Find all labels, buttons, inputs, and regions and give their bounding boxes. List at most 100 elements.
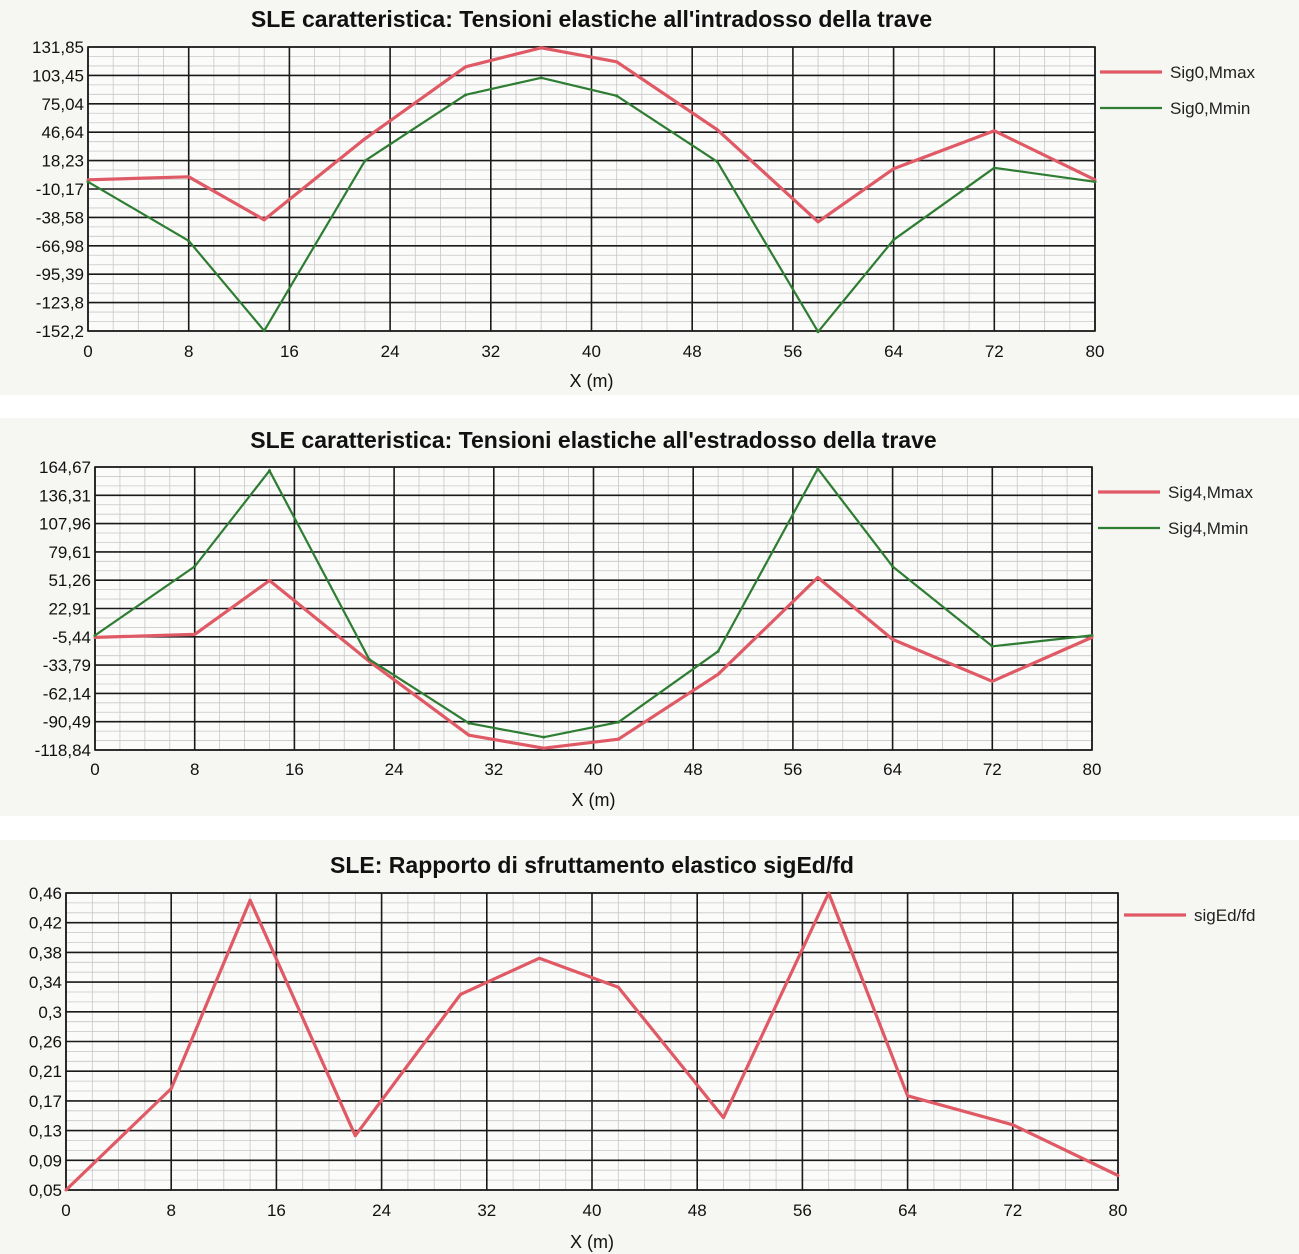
data-point	[615, 94, 619, 98]
data-point	[542, 746, 546, 750]
data-point	[816, 220, 820, 224]
data-point	[267, 578, 271, 582]
y-tick-label: -152,2	[36, 322, 84, 341]
y-tick-label: 107,96	[39, 515, 91, 534]
series-line-Sig0,Mmax	[87, 46, 1096, 224]
x-tick-label: 72	[983, 760, 1002, 779]
data-point	[1090, 633, 1094, 637]
x-tick-label: 48	[684, 760, 703, 779]
data-point	[464, 65, 468, 69]
y-tick-label: 0,17	[29, 1092, 62, 1111]
chart-title: SLE caratteristica: Tensioni elastiche a…	[250, 427, 936, 453]
y-tick-label: 0,34	[29, 973, 62, 992]
data-point	[716, 672, 720, 676]
x-axis-label: X (m)	[572, 790, 616, 810]
y-tick-label: -90,49	[43, 713, 91, 732]
data-point	[616, 720, 620, 724]
data-point	[1093, 180, 1097, 184]
x-tick-label: 40	[582, 342, 601, 361]
x-tick-label: 48	[688, 1201, 707, 1220]
y-tick-label: 46,64	[41, 123, 84, 142]
x-tick-label: 32	[481, 342, 500, 361]
y-tick-label: 131,85	[32, 38, 84, 57]
data-point	[892, 167, 896, 171]
data-point	[1011, 1123, 1015, 1127]
x-tick-label: 8	[184, 342, 193, 361]
x-tick-label: 0	[90, 760, 99, 779]
data-point	[64, 1188, 68, 1192]
data-point	[616, 985, 620, 989]
y-tick-label: 164,67	[39, 458, 91, 477]
y-tick-label: 103,45	[32, 66, 84, 85]
y-tick-label: 0,13	[29, 1122, 62, 1141]
data-point	[93, 633, 97, 637]
data-point	[467, 721, 471, 725]
x-tick-label: 8	[190, 760, 199, 779]
x-tick-label: 24	[372, 1201, 391, 1220]
x-tick-label: 72	[985, 342, 1004, 361]
data-point	[86, 180, 90, 184]
legend-label: Sig0,Mmin	[1170, 99, 1250, 118]
data-point	[353, 1134, 357, 1138]
x-tick-label: 16	[285, 760, 304, 779]
y-tick-label: -66,98	[36, 237, 84, 256]
data-point	[722, 1116, 725, 1120]
x-tick-label: 8	[166, 1201, 175, 1220]
x-tick-label: 40	[583, 1201, 602, 1220]
data-point	[262, 329, 266, 333]
data-point	[169, 1087, 173, 1091]
data-point	[363, 137, 367, 141]
data-point	[891, 637, 895, 641]
chart-1: 0 8 16 24 32 40 48 56 64 72 80 164,67 136,31 107,96 79…	[35, 427, 1254, 810]
x-tick-label: 16	[280, 342, 299, 361]
series-line-Sig4,Mmin	[94, 467, 1093, 739]
y-tick-label: -5,44	[52, 628, 91, 647]
y-tick-label: 0,38	[29, 943, 62, 962]
legend-label: Sig4,Mmin	[1168, 519, 1248, 538]
data-point	[816, 467, 820, 471]
y-tick-label: 79,61	[48, 543, 91, 562]
x-tick-label: 56	[783, 342, 802, 361]
data-point	[906, 1094, 910, 1098]
x-tick-label: 24	[385, 760, 404, 779]
y-tick-label: -38,58	[36, 208, 84, 227]
x-tick-label: 80	[1083, 760, 1102, 779]
data-point	[616, 737, 620, 741]
legend-label: Sig4,Mmax	[1168, 483, 1254, 502]
data-point	[990, 644, 994, 648]
y-tick-label: -62,14	[43, 684, 91, 703]
y-tick-label: -95,39	[36, 265, 84, 284]
y-tick-label: 0,3	[38, 1003, 62, 1022]
plot-frame	[65, 892, 1119, 1191]
data-point	[715, 160, 719, 164]
data-point	[467, 733, 471, 737]
data-point	[539, 76, 543, 80]
x-tick-label: 24	[381, 342, 400, 361]
data-point	[537, 956, 541, 960]
y-tick-label: 0,26	[29, 1033, 62, 1052]
y-tick-label: 18,23	[41, 152, 84, 171]
x-tick-label: 64	[884, 342, 903, 361]
x-tick-label: 64	[898, 1201, 917, 1220]
x-tick-label: 0	[83, 342, 92, 361]
legend-label: sigEd/fd	[1194, 906, 1255, 925]
data-point	[262, 218, 266, 222]
series-line-sigEd/fd	[64, 891, 1119, 1192]
chart-0: 0 8 16 24 32 40 48 56 64 72 80 131,85 103,45 75,04 46,…	[32, 6, 1256, 391]
data-point	[816, 575, 820, 579]
data-point	[990, 679, 994, 683]
x-tick-label: 32	[484, 760, 503, 779]
x-tick-label: 72	[1003, 1201, 1022, 1220]
data-point	[539, 46, 543, 50]
series-line-Sig4,Mmax	[94, 575, 1093, 750]
plot-frame	[94, 466, 1093, 751]
y-tick-label: -33,79	[43, 656, 91, 675]
data-point	[827, 891, 831, 895]
data-point	[464, 93, 468, 97]
x-tick-label: 56	[783, 760, 802, 779]
x-axis-label: X (m)	[570, 371, 614, 391]
data-point	[716, 649, 720, 653]
y-tick-label: 0,09	[29, 1151, 62, 1170]
y-tick-label: -123,8	[36, 294, 84, 313]
